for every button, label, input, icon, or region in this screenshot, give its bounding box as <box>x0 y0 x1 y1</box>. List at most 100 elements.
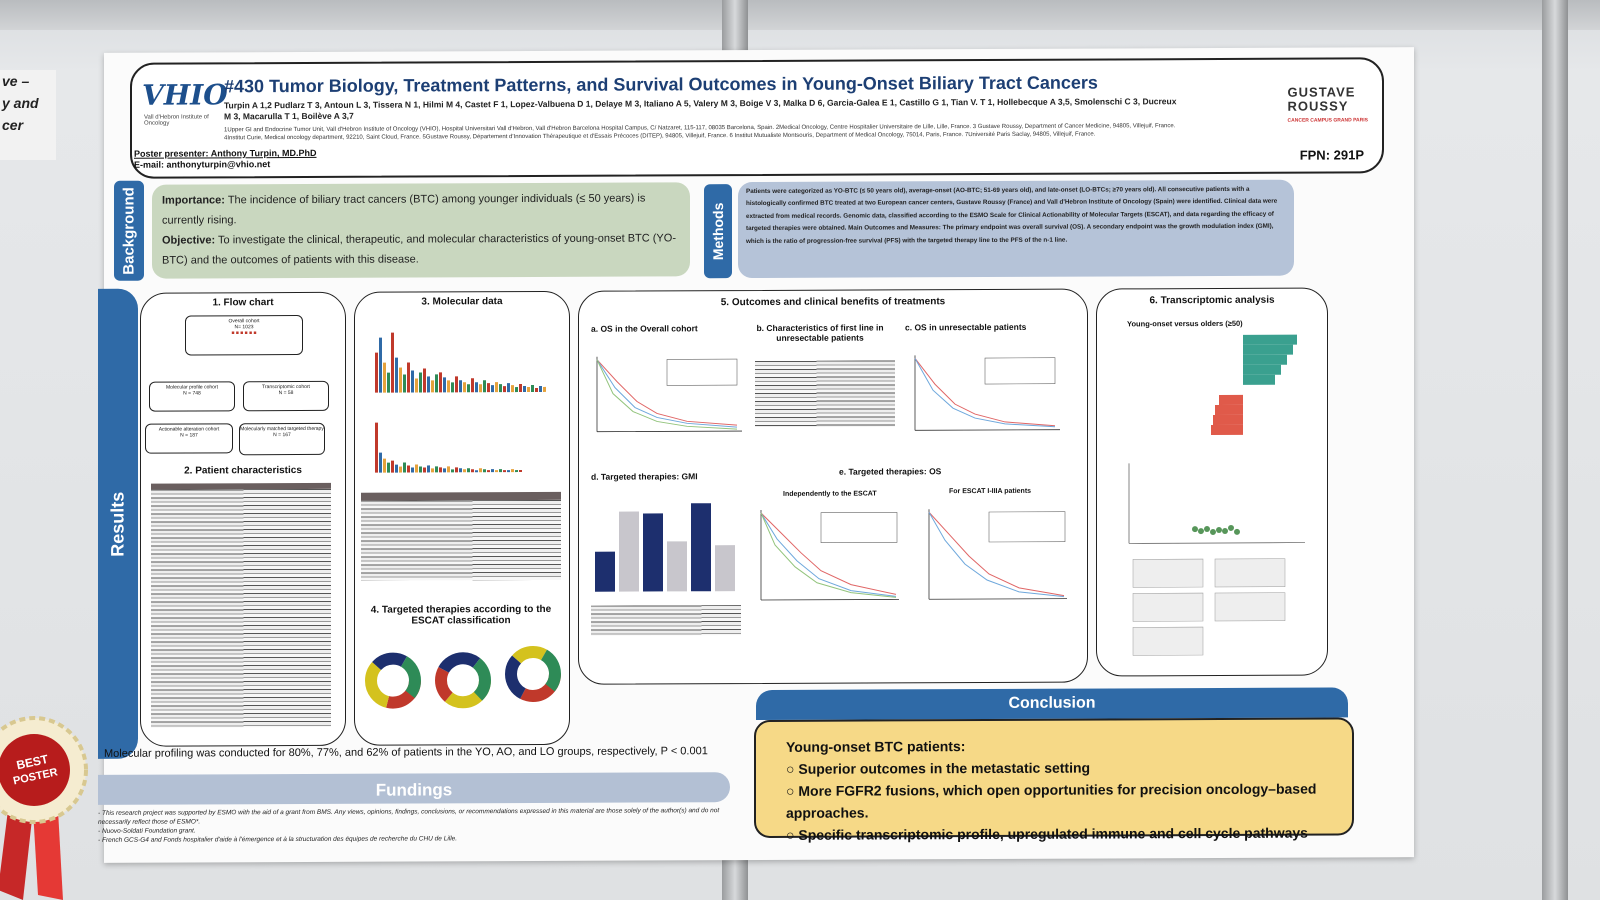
molecular-bar <box>519 470 522 473</box>
molecular-bar <box>467 468 470 473</box>
flowchart-patient-box: 1. Flow chart Overall cohort N= 1023 ■ ■ … <box>140 291 346 747</box>
methods-box: Patients were categorized as YO-BTC (≤ 5… <box>738 179 1294 279</box>
molecular-bar <box>451 469 454 473</box>
molecular-bar <box>387 462 390 473</box>
molecular-bar <box>423 368 426 393</box>
molecular-bar <box>447 466 450 473</box>
molecular-bar <box>399 466 402 473</box>
molecular-bar <box>443 377 446 393</box>
molecular-bar <box>467 384 470 393</box>
molecular-bar <box>383 362 386 393</box>
flow-node-overall: Overall cohort N= 1023 ■ ■ ■ ■ ■ ■ <box>185 314 303 356</box>
molecular-bar <box>483 380 486 393</box>
fpn-number: FPN: 291P <box>1299 147 1364 163</box>
molecular-bar <box>419 466 422 473</box>
transcriptomic-subheading: Young-onset versus olders (≥50) <box>1127 318 1243 329</box>
molecular-bar-charts <box>375 332 546 473</box>
gmi-bar <box>667 541 687 592</box>
flow-node-actionable-n: N = 187 <box>180 432 198 439</box>
molecular-bar <box>503 470 506 473</box>
first-line-table <box>755 360 895 428</box>
molecular-bar <box>419 372 422 393</box>
molecular-bar <box>459 468 462 473</box>
gr-logo-line2: ROUSSY <box>1287 98 1349 114</box>
molecular-bar <box>415 464 418 473</box>
importance-text: The incidence of biliary tract cancers (… <box>162 192 646 227</box>
molecular-bar <box>491 385 494 393</box>
molecular-bar <box>507 470 510 473</box>
flowchart-heading: 1. Flow chart <box>212 297 274 309</box>
molecular-profiling-note: Molecular profiling was conducted for 80… <box>104 745 708 760</box>
first-line-heading: b. Characteristics of first line in unre… <box>756 322 884 343</box>
molecular-bar <box>439 372 442 393</box>
gmi-bar <box>715 545 735 592</box>
molecular-bar <box>527 386 530 393</box>
gmi-bar <box>691 503 711 592</box>
conclusion-list: Superior outcomes in the metastatic sett… <box>786 756 1322 846</box>
gustave-roussy-logo: GUSTAVE ROUSSY CANCER CAMPUS GRAND PARIS <box>1287 84 1368 127</box>
molecular-bar <box>487 470 490 473</box>
flow-node-matched-n: N = 167 <box>273 432 291 439</box>
molecular-bar <box>423 467 426 473</box>
molecular-bar <box>495 470 498 473</box>
gmi-bar <box>643 513 663 592</box>
objective-text: To investigate the clinical, therapeutic… <box>162 232 676 267</box>
molecular-table <box>361 499 561 581</box>
molecular-bar <box>415 378 418 393</box>
molecular-bar <box>463 382 466 393</box>
rosette-text-1: BEST <box>15 752 50 772</box>
molecular-bar <box>439 467 442 473</box>
molecular-bar <box>475 382 478 393</box>
molecular-bar <box>427 465 430 473</box>
conclusion-lead: Young-onset BTC patients: <box>786 738 966 755</box>
os-unresectable-heading: c. OS in unresectable patients <box>905 321 1027 333</box>
molecular-bar <box>483 469 486 473</box>
km-overall-chart <box>596 356 742 433</box>
molecular-bar <box>383 458 386 473</box>
molecular-bar <box>391 460 394 473</box>
molecular-bar <box>375 352 378 393</box>
poster-header: VHIO Vall d'Hebron Institute of Oncology… <box>130 57 1384 179</box>
gmi-bar <box>619 511 639 592</box>
molecular-bar <box>495 382 498 393</box>
flow-node-molecular-n: N = 748 <box>183 390 201 397</box>
km-tt-escat-indep <box>760 509 899 601</box>
background-tab: Background <box>114 180 144 281</box>
gr-logo-sub: CANCER CAMPUS GRAND PARIS <box>1287 117 1368 124</box>
escat-donut-lo <box>505 645 561 702</box>
conclusion-item: Superior outcomes in the metastatic sett… <box>786 756 1322 780</box>
molecular-bars-bottom <box>375 422 522 473</box>
adjacent-line-1: ve – <box>2 73 30 89</box>
funding-line-3: - French GCS-G4 and Fonds hospitalier d'… <box>98 835 458 844</box>
molecular-bar <box>411 467 414 473</box>
os-overall-heading: a. OS in the Overall cohort <box>591 323 698 334</box>
molecular-bar <box>515 470 518 473</box>
km-tt-escat-i-iiia <box>928 509 1067 600</box>
molecular-bar <box>407 465 410 473</box>
molecular-bar <box>507 383 510 393</box>
conclusion-item: Specific transcriptomic profile, upregul… <box>786 822 1322 846</box>
molecular-bar <box>511 385 514 393</box>
molecular-bar <box>387 372 390 393</box>
best-poster-rosette: BEST POSTER <box>0 716 88 900</box>
gr-logo-line1: GUSTAVE <box>1287 84 1356 100</box>
molecular-bar <box>407 362 410 393</box>
patient-characteristics-table <box>151 488 331 728</box>
molecular-bar <box>395 357 398 393</box>
molecular-bar <box>435 374 438 393</box>
molecular-bar <box>479 384 482 393</box>
molecular-bar <box>535 387 538 392</box>
molecular-bar <box>499 469 502 473</box>
booth-frame-top <box>0 0 1600 30</box>
gmi-table <box>591 605 741 636</box>
adjacent-line-2: y and <box>2 95 39 111</box>
molecular-bar <box>451 382 454 393</box>
presenter-name: Poster presenter: Anthony Turpin, MD.PhD <box>134 147 317 159</box>
molecular-bar <box>411 370 414 393</box>
molecular-bar <box>515 387 518 393</box>
fundings-text: - This research project was supported by… <box>98 806 738 845</box>
affiliations: 1Upper GI and Endocrine Tumor Unit, Vall… <box>224 123 1176 142</box>
molecular-bar <box>539 385 542 392</box>
booth-pole-right <box>1542 0 1568 900</box>
molecular-bar <box>427 376 430 393</box>
